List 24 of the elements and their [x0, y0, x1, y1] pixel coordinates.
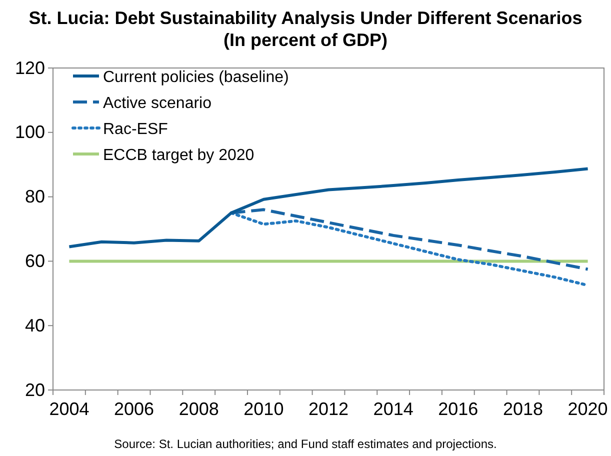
x-tick-label: 2014 — [373, 398, 414, 419]
x-tick-label: 2006 — [114, 398, 154, 419]
x-tick-label: 2016 — [438, 398, 478, 419]
legend-label: ECCB target by 2020 — [103, 147, 254, 164]
x-tick-label: 2008 — [178, 398, 219, 419]
source-note: Source: St. Lucian authorities; and Fund staff estimates and projections. — [114, 437, 497, 451]
legend-label: Active scenario — [103, 95, 212, 112]
chart-title: St. Lucia: Debt Sustainability Analysis Under Different Scenarios — [28, 8, 582, 28]
legend-label: Rac-ESF — [103, 121, 168, 138]
x-tick-label: 2012 — [308, 398, 349, 419]
legend-label: Current policies (baseline) — [103, 69, 289, 86]
y-tick-label: 80 — [24, 186, 45, 207]
x-tick-label: 2018 — [502, 398, 543, 419]
line-series — [230, 208, 590, 271]
y-tick-label: 60 — [24, 250, 45, 271]
x-tick-label: 2010 — [244, 398, 284, 419]
y-tick-label: 100 — [14, 122, 45, 142]
y-tick-label: 40 — [24, 315, 45, 336]
chart-subtitle: (In percent of GDP) — [223, 30, 388, 50]
x-tick-label: 2004 — [49, 398, 90, 419]
y-tick-label: 20 — [24, 380, 45, 400]
y-tick-label: 120 — [14, 58, 45, 78]
x-tick-label: 2020 — [568, 398, 608, 419]
line-series — [68, 167, 590, 248]
